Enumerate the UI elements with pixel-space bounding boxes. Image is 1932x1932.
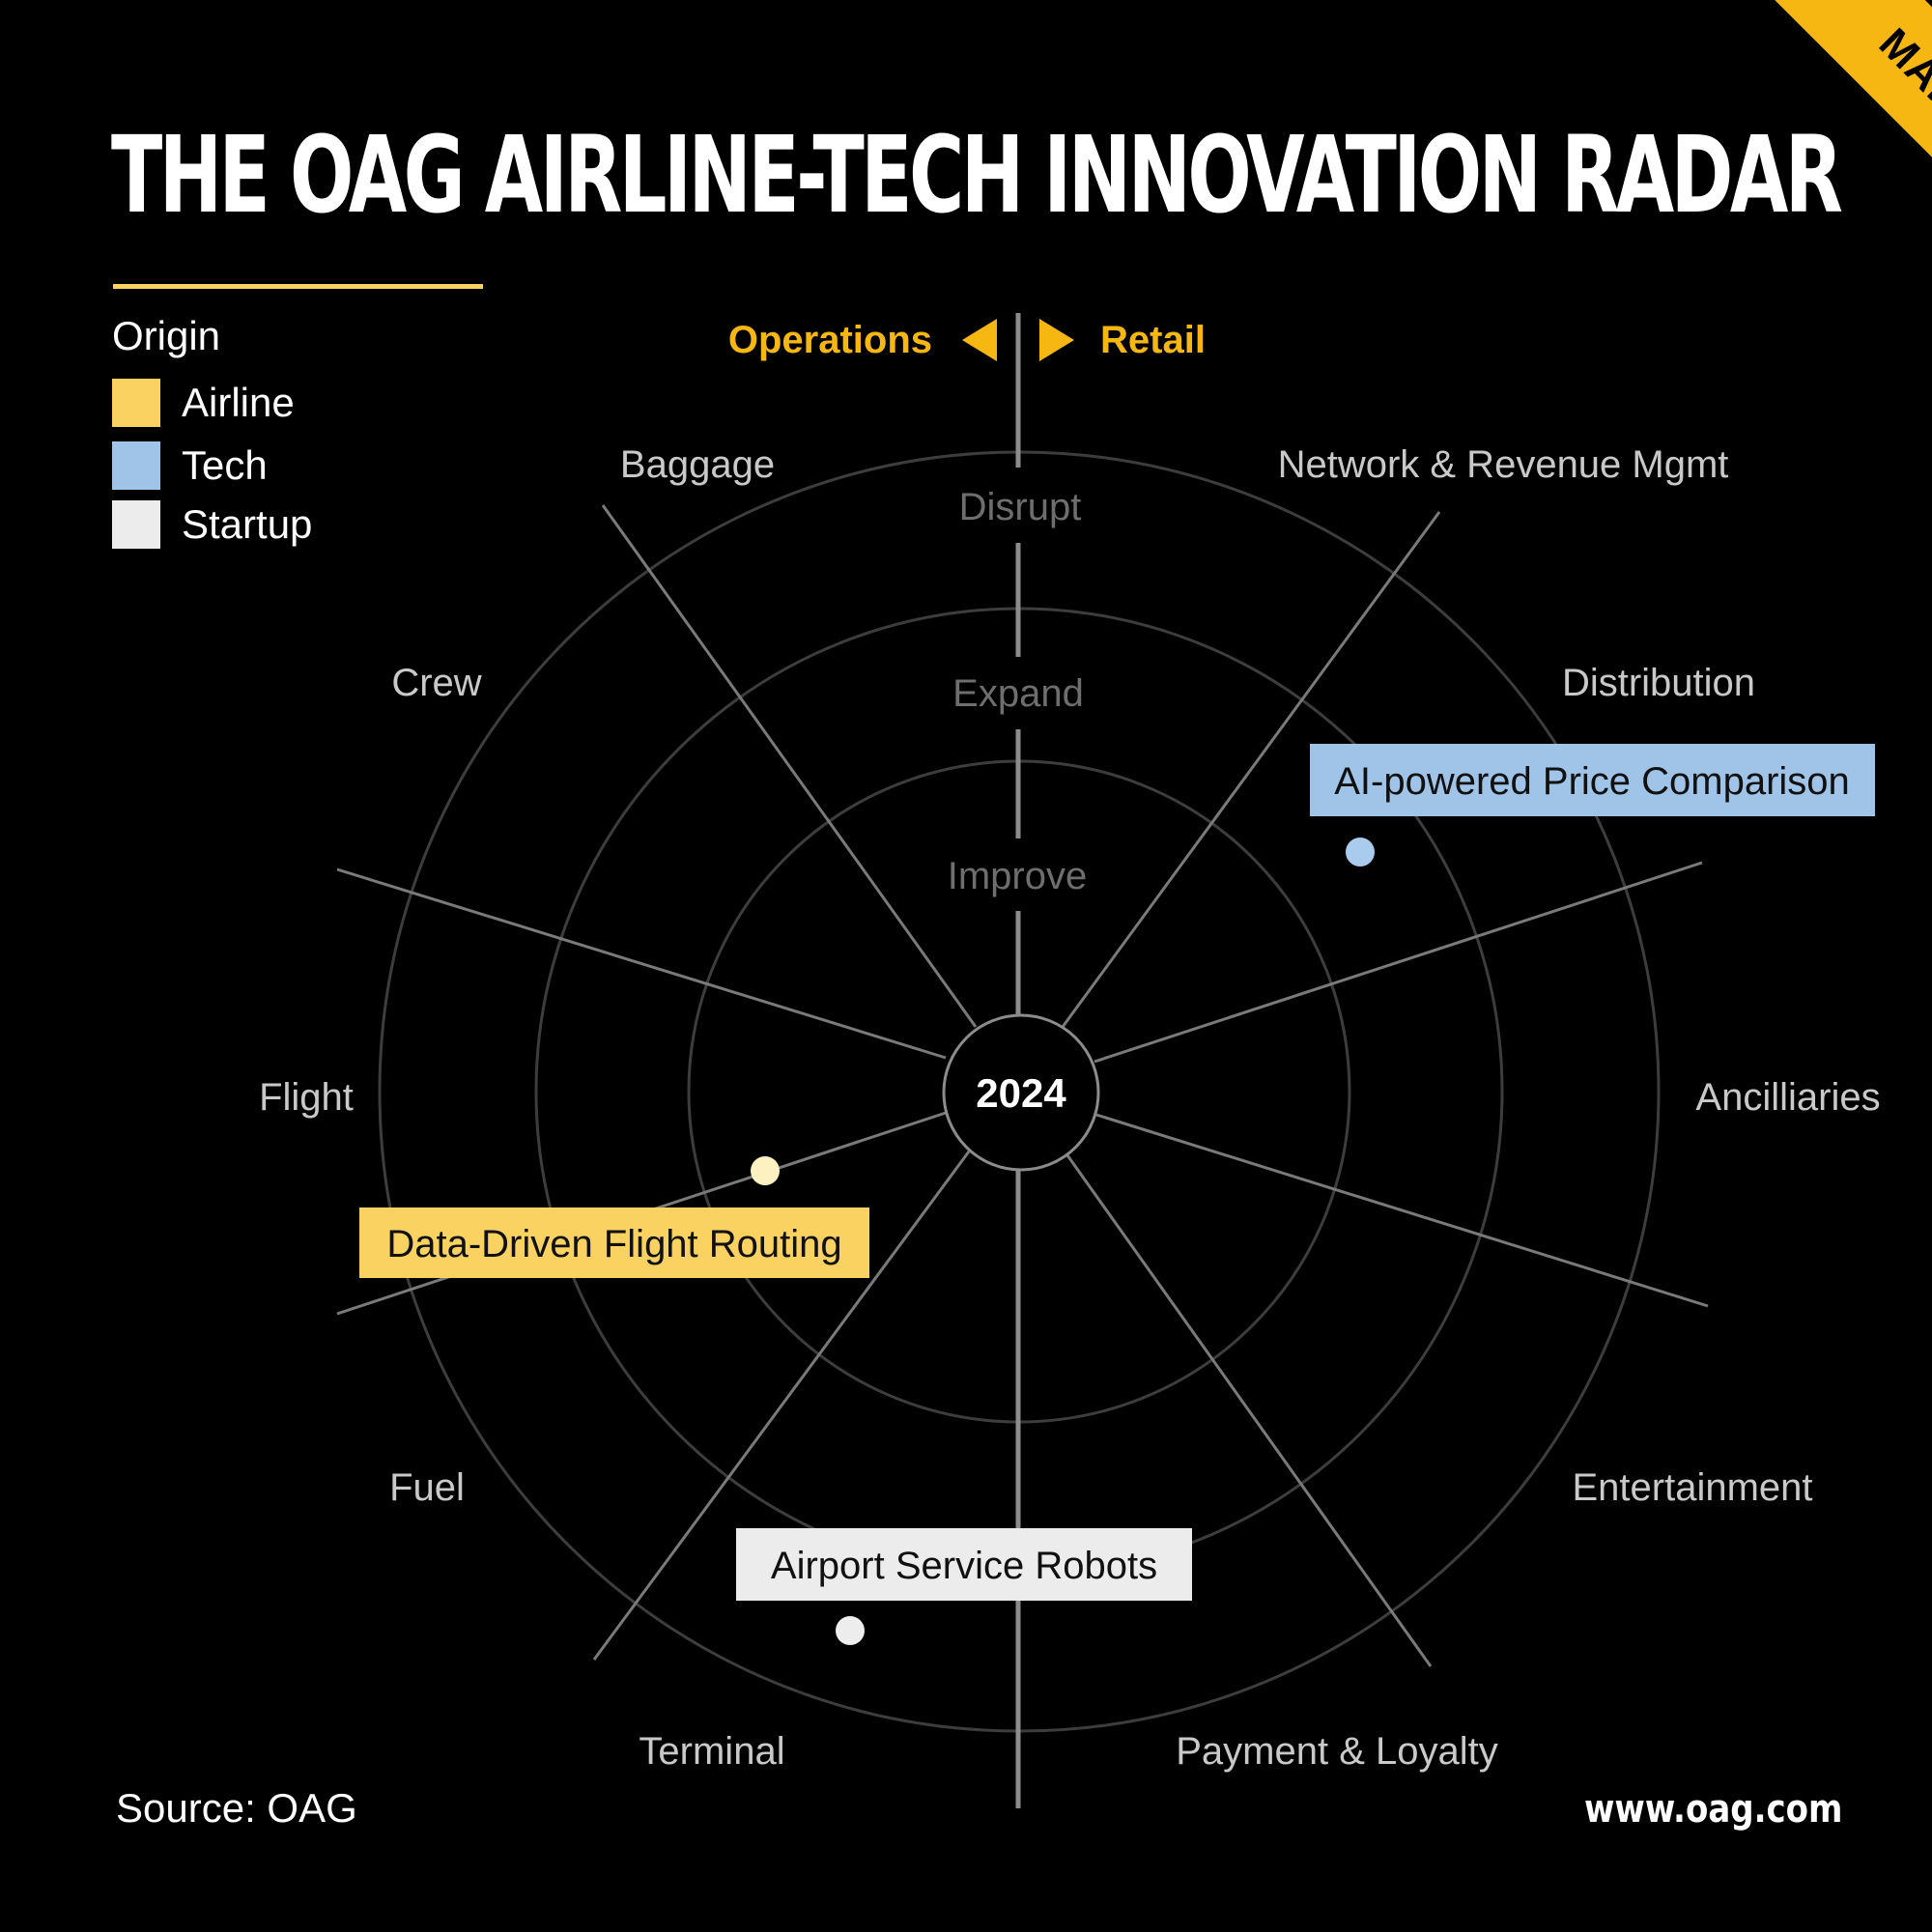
legend-item-tech: Tech <box>112 441 268 490</box>
spoke-crew <box>336 867 947 1060</box>
arrow-left-icon <box>962 319 997 361</box>
category-network-revenue: Network & Revenue Mgmt <box>1278 443 1729 486</box>
center-circle <box>942 1013 1100 1172</box>
innovation-dot-airline[interactable] <box>751 1156 780 1185</box>
spoke-ancillaries <box>1095 1113 1709 1308</box>
legend-label-tech: Tech <box>182 442 268 488</box>
center-year-label: 2024 <box>976 1070 1066 1116</box>
legend-swatch-tech <box>112 441 160 490</box>
category-distribution: Distribution <box>1562 662 1755 704</box>
direction-operations: Operations <box>728 319 932 361</box>
title-underline <box>113 284 483 289</box>
legend-swatch-airline <box>112 379 160 427</box>
legend-item-airline: Airline <box>112 379 295 427</box>
ring-label-disrupt: Disrupt <box>959 486 1082 528</box>
category-flight: Flight <box>259 1076 354 1119</box>
callout-box-airline <box>359 1208 869 1278</box>
category-entertainment: Entertainment <box>1572 1466 1812 1509</box>
callout-label-flight-routing: Data-Driven Flight Routing <box>386 1223 841 1265</box>
direction-retail: Retail <box>1100 319 1206 361</box>
legend-item-startup: Startup <box>112 500 312 549</box>
legend-title: Origin <box>112 313 221 358</box>
spoke-entertainment <box>1065 1154 1433 1667</box>
page-title: THE OAG AIRLINE-TECH INNOVATION RADAR <box>111 113 1843 237</box>
innovation-ai-price-comparison[interactable]: AI-powered Price Comparison <box>1310 744 1875 867</box>
category-payment-loyalty: Payment & Loyalty <box>1176 1730 1498 1773</box>
radar-spokes <box>336 504 1709 1667</box>
innovation-dot-startup[interactable] <box>836 1616 865 1645</box>
arrow-right-icon <box>1039 319 1074 361</box>
category-baggage: Baggage <box>620 443 775 486</box>
website-link[interactable]: www.oag.com <box>1584 1787 1843 1832</box>
ring-label-expand: Expand <box>952 672 1084 715</box>
legend-label-airline: Airline <box>182 380 295 425</box>
category-terminal: Terminal <box>639 1730 784 1773</box>
innovation-data-driven-flight-routing[interactable]: Data-Driven Flight Routing <box>359 1156 869 1278</box>
callout-label-service-robots: Airport Service Robots <box>771 1545 1157 1587</box>
innovation-dot-tech[interactable] <box>1346 838 1375 867</box>
category-crew: Crew <box>391 662 481 704</box>
spoke-baggage <box>601 504 978 1028</box>
ring-label-improve: Improve <box>948 855 1088 897</box>
callout-label-ai-price-comparison: AI-powered Price Comparison <box>1334 760 1850 803</box>
spoke-fuel <box>592 1151 971 1661</box>
callout-box-tech <box>1310 744 1875 816</box>
spoke-distribution <box>1094 861 1703 1064</box>
source-note: Source: OAG <box>116 1785 357 1831</box>
spoke-network <box>1061 511 1441 1028</box>
innovation-airport-service-robots[interactable]: Airport Service Robots <box>736 1528 1192 1645</box>
callout-box-startup <box>736 1528 1192 1601</box>
category-fuel: Fuel <box>389 1466 465 1509</box>
legend-label-startup: Startup <box>182 501 313 547</box>
category-ancillaries: Ancilliaries <box>1695 1076 1880 1119</box>
legend-swatch-startup <box>112 500 160 549</box>
